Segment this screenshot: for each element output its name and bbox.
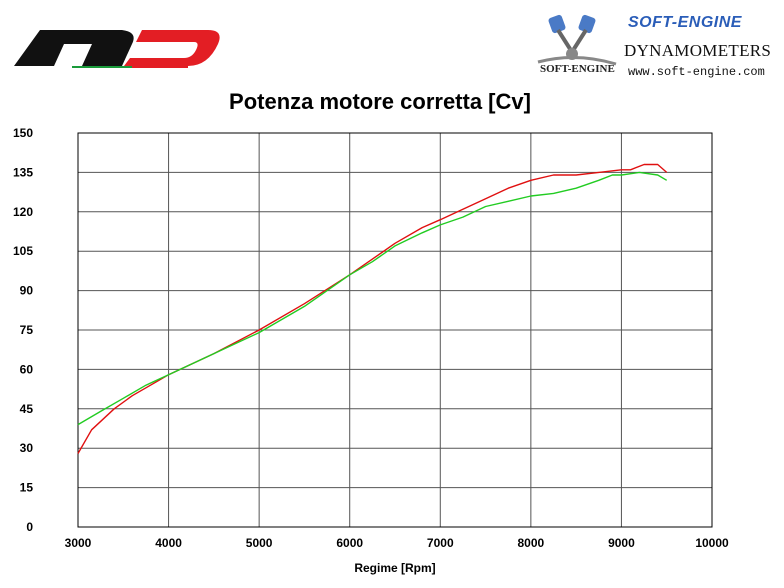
x-axis: 3000 4000 5000 6000 7000 8000 9000 10000	[65, 536, 729, 550]
series-group	[77, 163, 668, 454]
x-tick-label: 3000	[65, 536, 92, 550]
y-tick-label: 60	[20, 362, 34, 376]
y-tick-label: 15	[20, 481, 34, 495]
brand-engine-mark: SOFT-ENGINE	[540, 63, 615, 75]
series-line-red	[77, 163, 668, 454]
x-tick-label: 5000	[246, 536, 273, 550]
x-tick-label: 6000	[336, 536, 363, 550]
swoosh-icon	[537, 55, 617, 66]
y-tick-label: 0	[26, 520, 33, 534]
logo-green-stripe	[72, 66, 132, 68]
plot-frame	[77, 132, 713, 528]
series-line-green	[77, 171, 668, 426]
x-tick-label: 7000	[427, 536, 454, 550]
soft-engine-emblem	[537, 14, 617, 66]
x-axis-label: Regime [Rpm]	[354, 561, 435, 575]
x-tick-label: 9000	[608, 536, 635, 550]
y-tick-label: 105	[13, 244, 33, 258]
logo-black-shape	[14, 30, 134, 66]
logo-red-stripe	[132, 66, 188, 68]
logo-red-shape	[124, 30, 220, 66]
x-tick-label: 10000	[695, 536, 729, 550]
grid	[77, 132, 713, 528]
brand-title: SOFT-ENGINE	[628, 14, 742, 31]
y-tick-label: 45	[20, 402, 34, 416]
x-tick-label: 8000	[518, 536, 545, 550]
y-tick-label: 30	[20, 441, 34, 455]
y-axis: 0 15 30 45 60 75 90 105 120 135 150	[13, 126, 33, 534]
brand-subtitle: DYNAMOMETERS	[624, 41, 772, 60]
y-tick-label: 150	[13, 126, 33, 140]
y-tick-label: 75	[20, 323, 34, 337]
x-tick-label: 4000	[155, 536, 182, 550]
brand-logo	[14, 30, 220, 68]
chart-title: Potenza motore corretta [Cv]	[229, 89, 531, 114]
y-tick-label: 120	[13, 205, 33, 219]
y-tick-label: 135	[13, 165, 33, 179]
brand-url: www.soft-engine.com	[628, 65, 765, 79]
y-tick-label: 90	[20, 284, 34, 298]
